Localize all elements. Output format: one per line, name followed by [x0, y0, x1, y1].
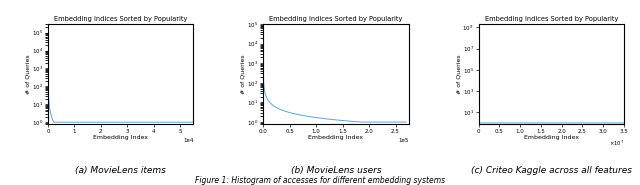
Text: (a) MovieLens items: (a) MovieLens items	[76, 166, 166, 175]
Text: (c) Criteo Kaggle across all features: (c) Criteo Kaggle across all features	[471, 166, 632, 175]
X-axis label: Embedding Index: Embedding Index	[308, 135, 364, 140]
Title: Embedding Indices Sorted by Popularity: Embedding Indices Sorted by Popularity	[484, 16, 618, 22]
Y-axis label: # of Queries: # of Queries	[26, 54, 31, 94]
Title: Embedding Indices Sorted by Popularity: Embedding Indices Sorted by Popularity	[54, 16, 188, 22]
Title: Embedding Indices Sorted by Popularity: Embedding Indices Sorted by Popularity	[269, 16, 403, 22]
Text: (b) MovieLens users: (b) MovieLens users	[291, 166, 381, 175]
Text: $\times10^7$: $\times10^7$	[609, 139, 624, 148]
X-axis label: Embedding Index: Embedding Index	[93, 135, 148, 140]
X-axis label: Embedding Index: Embedding Index	[524, 135, 579, 140]
Y-axis label: # of Queries: # of Queries	[241, 54, 246, 94]
Text: Figure 1: Histogram of accesses for different embedding systems: Figure 1: Histogram of accesses for diff…	[195, 176, 445, 185]
Y-axis label: # of Queries: # of Queries	[456, 54, 461, 94]
